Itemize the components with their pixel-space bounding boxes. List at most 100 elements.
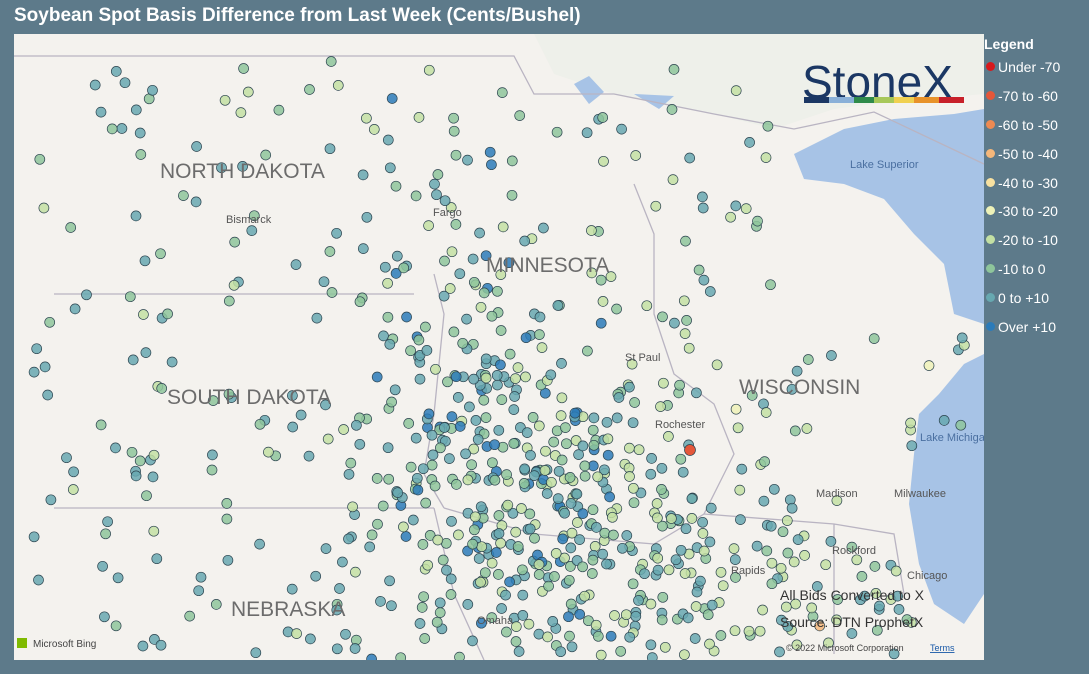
- station-dot[interactable]: [466, 459, 477, 471]
- station-dot[interactable]: [765, 279, 776, 291]
- legend-item[interactable]: -50 to -40: [984, 146, 1089, 175]
- station-dot[interactable]: [480, 372, 492, 384]
- station-dot[interactable]: [478, 287, 490, 299]
- station-dot[interactable]: [419, 633, 431, 644]
- station-dot[interactable]: [486, 612, 498, 623]
- station-dot[interactable]: [320, 543, 332, 554]
- station-dot[interactable]: [430, 363, 441, 375]
- station-dot[interactable]: [295, 409, 307, 421]
- station-dot[interactable]: [510, 373, 521, 384]
- station-dot[interactable]: [590, 619, 602, 631]
- station-dot[interactable]: [645, 468, 657, 480]
- station-dot[interactable]: [651, 498, 663, 509]
- station-dot[interactable]: [305, 633, 316, 645]
- station-dot[interactable]: [782, 547, 794, 559]
- station-dot[interactable]: [439, 255, 450, 267]
- station-dot[interactable]: [775, 562, 787, 574]
- station-dot[interactable]: [384, 338, 396, 350]
- station-dot[interactable]: [310, 570, 322, 582]
- station-dot[interactable]: [474, 379, 486, 391]
- station-dot[interactable]: [811, 581, 823, 592]
- station-dot[interactable]: [206, 464, 218, 476]
- map[interactable]: NORTH DAKOTA MINNESOTA SOUTH DAKOTA WISC…: [14, 34, 984, 660]
- station-dot[interactable]: [697, 516, 708, 528]
- station-dot[interactable]: [566, 641, 578, 653]
- station-dot[interactable]: [501, 626, 512, 638]
- station-dot[interactable]: [548, 436, 560, 448]
- station-dot[interactable]: [874, 600, 885, 612]
- station-dot[interactable]: [725, 211, 736, 223]
- station-dot[interactable]: [517, 564, 528, 576]
- station-dot[interactable]: [501, 469, 512, 480]
- station-dot[interactable]: [489, 439, 500, 451]
- station-dot[interactable]: [788, 556, 800, 568]
- station-dot[interactable]: [42, 389, 54, 401]
- station-dot[interactable]: [514, 110, 526, 121]
- station-dot[interactable]: [525, 449, 536, 461]
- station-dot[interactable]: [343, 533, 354, 545]
- station-dot[interactable]: [493, 510, 505, 521]
- station-dot[interactable]: [508, 404, 520, 415]
- station-dot[interactable]: [579, 470, 591, 482]
- station-dot[interactable]: [851, 554, 863, 566]
- station-dot[interactable]: [658, 377, 669, 389]
- station-dot[interactable]: [238, 63, 249, 74]
- station-dot[interactable]: [681, 315, 692, 326]
- station-dot[interactable]: [460, 448, 471, 460]
- station-dot[interactable]: [587, 554, 599, 566]
- station-dot[interactable]: [519, 235, 531, 247]
- station-dot[interactable]: [613, 392, 625, 403]
- station-dot[interactable]: [573, 449, 584, 460]
- station-dot[interactable]: [384, 575, 395, 587]
- station-dot[interactable]: [389, 384, 401, 396]
- station-dot[interactable]: [633, 595, 644, 606]
- station-dot[interactable]: [581, 127, 593, 139]
- station-dot[interactable]: [524, 508, 536, 520]
- station-dot[interactable]: [221, 498, 233, 509]
- station-dot[interactable]: [462, 599, 474, 610]
- station-dot[interactable]: [413, 112, 425, 123]
- station-dot[interactable]: [577, 440, 589, 452]
- station-dot[interactable]: [666, 513, 677, 524]
- station-dot[interactable]: [588, 412, 600, 424]
- station-dot[interactable]: [340, 628, 351, 640]
- station-dot[interactable]: [464, 401, 475, 413]
- station-dot[interactable]: [354, 438, 366, 450]
- station-dot[interactable]: [371, 473, 383, 484]
- station-dot[interactable]: [386, 396, 397, 408]
- station-dot[interactable]: [130, 104, 142, 116]
- station-dot[interactable]: [540, 445, 551, 457]
- station-dot[interactable]: [766, 578, 778, 590]
- station-dot[interactable]: [545, 369, 557, 381]
- station-dot[interactable]: [457, 337, 469, 349]
- station-dot[interactable]: [657, 520, 668, 532]
- station-dot[interactable]: [219, 94, 231, 106]
- station-dot[interactable]: [454, 421, 466, 432]
- station-dot[interactable]: [890, 565, 902, 577]
- station-dot[interactable]: [547, 616, 559, 627]
- station-dot[interactable]: [656, 614, 668, 626]
- station-dot[interactable]: [357, 169, 369, 181]
- station-dot[interactable]: [592, 630, 604, 642]
- station-dot[interactable]: [541, 488, 553, 499]
- station-dot[interactable]: [626, 358, 638, 370]
- station-dot[interactable]: [832, 594, 843, 605]
- station-dot[interactable]: [311, 312, 323, 324]
- station-dot[interactable]: [735, 514, 746, 525]
- station-dot[interactable]: [645, 598, 657, 610]
- station-dot[interactable]: [453, 529, 464, 541]
- station-dot[interactable]: [616, 123, 627, 135]
- station-dot[interactable]: [191, 141, 202, 152]
- legend-item[interactable]: -20 to -10: [984, 232, 1089, 261]
- station-dot[interactable]: [608, 529, 619, 541]
- station-dot[interactable]: [97, 560, 108, 572]
- station-dot[interactable]: [730, 403, 742, 415]
- station-dot[interactable]: [478, 394, 490, 406]
- station-dot[interactable]: [801, 423, 813, 434]
- station-dot[interactable]: [565, 542, 577, 554]
- station-dot[interactable]: [44, 316, 56, 328]
- station-dot[interactable]: [503, 257, 515, 269]
- station-dot[interactable]: [412, 484, 424, 496]
- station-dot[interactable]: [605, 630, 617, 642]
- station-dot[interactable]: [124, 291, 136, 303]
